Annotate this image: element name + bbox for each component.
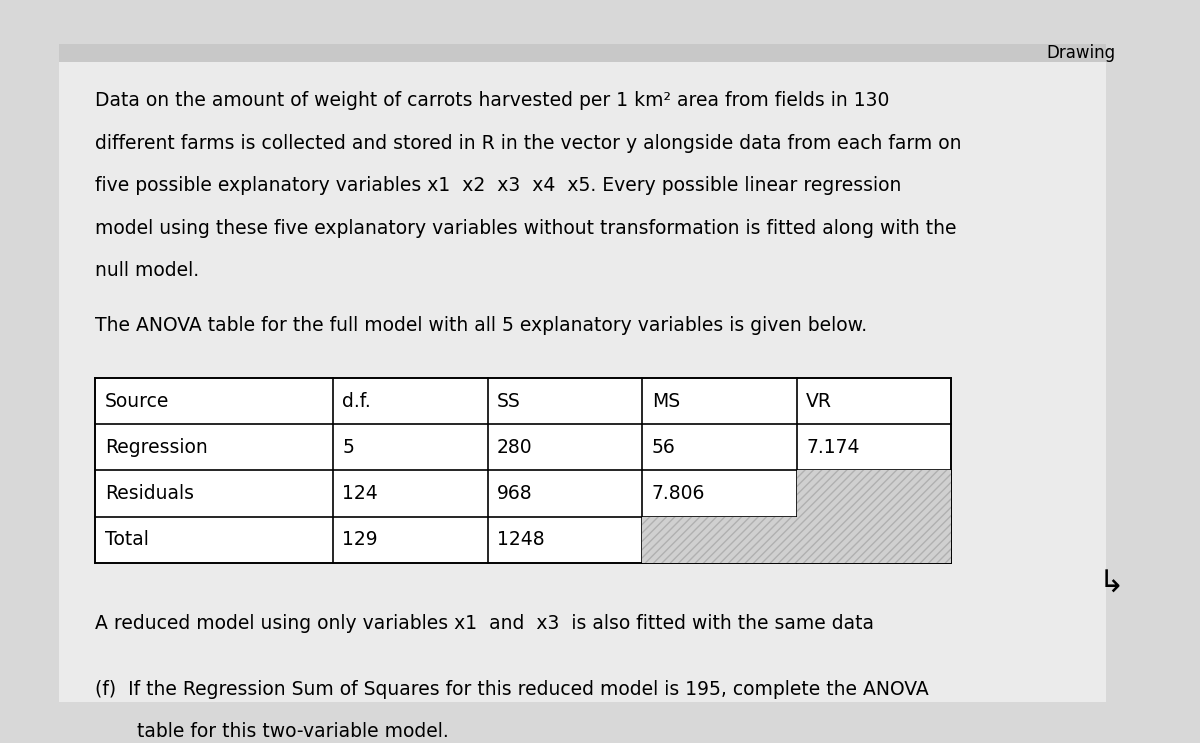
Text: (f)  If the Regression Sum of Squares for this reduced model is 195, complete th: (f) If the Regression Sum of Squares for…	[95, 680, 929, 698]
Text: SS: SS	[497, 392, 521, 411]
Text: ↳: ↳	[1099, 570, 1124, 599]
Text: 280: 280	[497, 438, 533, 457]
Text: Regression: Regression	[104, 438, 208, 457]
Text: Residuals: Residuals	[104, 484, 193, 503]
Text: 129: 129	[342, 530, 378, 549]
FancyBboxPatch shape	[642, 516, 797, 562]
Text: 5: 5	[342, 438, 354, 457]
Text: model using these five explanatory variables without transformation is fitted al: model using these five explanatory varia…	[95, 218, 956, 238]
Text: Drawing: Drawing	[1046, 45, 1116, 62]
Text: 56: 56	[652, 438, 676, 457]
FancyBboxPatch shape	[95, 378, 952, 562]
Text: different farms is collected and stored in R in the vector y alongside data from: different farms is collected and stored …	[95, 134, 961, 153]
FancyBboxPatch shape	[797, 516, 952, 562]
Text: null model.: null model.	[95, 261, 199, 280]
Text: 124: 124	[342, 484, 378, 503]
Text: 968: 968	[497, 484, 533, 503]
Text: Data on the amount of weight of carrots harvested per 1 km² area from fields in : Data on the amount of weight of carrots …	[95, 91, 889, 111]
Text: VR: VR	[806, 392, 833, 411]
FancyBboxPatch shape	[60, 59, 1106, 702]
FancyBboxPatch shape	[60, 44, 1106, 62]
Text: Total: Total	[104, 530, 149, 549]
Text: 1248: 1248	[497, 530, 545, 549]
Text: Source: Source	[104, 392, 169, 411]
Text: 7.806: 7.806	[652, 484, 706, 503]
FancyBboxPatch shape	[797, 470, 952, 516]
Text: A reduced model using only variables x1  and  x3  is also fitted with the same d: A reduced model using only variables x1 …	[95, 614, 874, 633]
Text: d.f.: d.f.	[342, 392, 371, 411]
Text: table for this two-variable model.: table for this two-variable model.	[95, 722, 449, 741]
Text: 7.174: 7.174	[806, 438, 859, 457]
Text: five possible explanatory variables x1  x2  x3  x4  x5. Every possible linear re: five possible explanatory variables x1 x…	[95, 176, 901, 195]
Text: The ANOVA table for the full model with all 5 explanatory variables is given bel: The ANOVA table for the full model with …	[95, 317, 868, 335]
Text: MS: MS	[652, 392, 679, 411]
